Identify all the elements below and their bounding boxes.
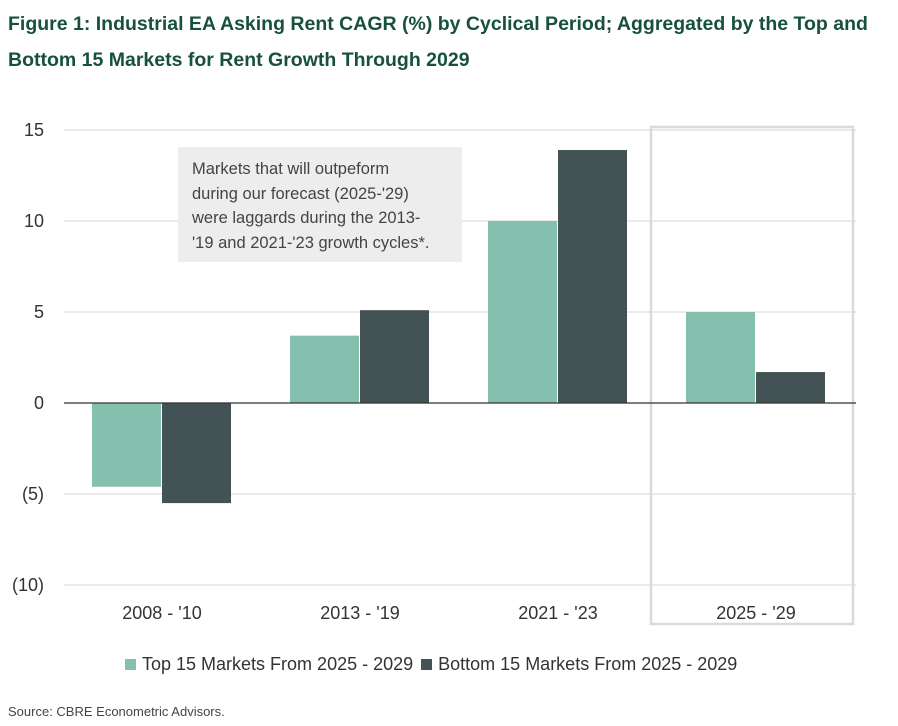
- y-tick-label: (10): [12, 575, 44, 595]
- annotation-box: Markets that will outpeform during our f…: [178, 147, 462, 262]
- y-tick-label: 10: [24, 211, 44, 231]
- legend-entry-bottom15: Bottom 15 Markets From 2025 - 2029: [421, 654, 737, 675]
- annotation-line: '19 and 2021-'23 growth cycles*.: [192, 233, 430, 252]
- legend: Top 15 Markets From 2025 - 2029 Bottom 1…: [125, 652, 745, 676]
- bar-top15: [686, 312, 755, 403]
- y-tick-label: 0: [34, 393, 44, 413]
- legend-swatch-bottom15: [421, 658, 433, 670]
- chart-title: Figure 1: Industrial EA Asking Rent CAGR…: [8, 6, 888, 78]
- bar-top15: [488, 221, 557, 403]
- forecast-highlight-box: [649, 125, 855, 626]
- annotation-line: during our forecast (2025-'29): [192, 184, 409, 203]
- bar-bottom15: [558, 150, 627, 403]
- bar-top15: [290, 335, 359, 403]
- legend-swatch-top15: [125, 658, 136, 670]
- bar-bottom15: [162, 403, 231, 504]
- x-tick-label: 2013 - '19: [320, 603, 400, 623]
- chart-title-line-1: Figure 1: Industrial EA Asking Rent CAGR…: [8, 13, 868, 35]
- x-tick-label: 2008 - '10: [122, 603, 202, 623]
- bar-bottom15: [360, 310, 429, 403]
- bar-chart: 15 10 5 0 (5) (10) 2008 - '10 2013 - '19 2021 - …: [12, 120, 856, 626]
- x-tick-label: 2021 - '23: [518, 603, 598, 623]
- legend-label-bottom15: Bottom 15 Markets From 2025 - 2029: [438, 653, 738, 674]
- y-tick-label: 5: [34, 302, 44, 322]
- chart-title-line-2: Bottom 15 Markets for Rent Growth Throug…: [8, 49, 470, 71]
- x-tick-label: 2025 - '29: [716, 603, 796, 623]
- legend-entry-top15: Top 15 Markets From 2025 - 2029: [125, 654, 413, 675]
- y-tick-label: (5): [22, 484, 44, 504]
- annotation-line: Markets that will outpeform: [192, 160, 390, 178]
- bar-top15: [92, 403, 161, 487]
- y-tick-label: 15: [24, 120, 44, 140]
- legend-label-top15: Top 15 Markets From 2025 - 2029: [142, 653, 414, 674]
- source-note: Source: CBRE Econometric Advisors.: [8, 704, 225, 719]
- bar-bottom15: [756, 372, 825, 403]
- annotation-line: were laggards during the 2013-: [192, 209, 421, 227]
